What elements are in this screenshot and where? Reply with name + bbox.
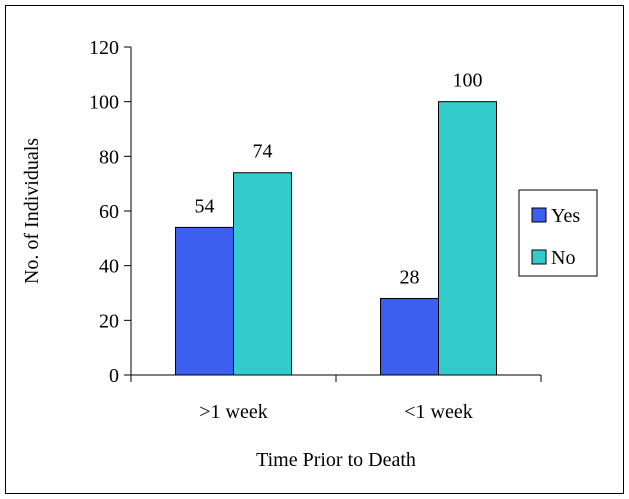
data-label: 74: [253, 141, 273, 163]
y-axis-title: No. of Individuals: [21, 138, 43, 284]
legend-label-yes: Yes: [551, 205, 580, 227]
bars: [175, 101, 497, 376]
value-labels: 54 74 28 100: [195, 70, 483, 289]
legend-swatch-no: [531, 249, 547, 265]
data-label: 28: [400, 266, 420, 288]
x-axis-title: Time Prior to Death: [256, 449, 416, 471]
y-tick-label: 60: [99, 201, 119, 223]
bar-yes-2: [380, 297, 439, 376]
bar-no-1: [233, 172, 292, 376]
bar-yes-1: [175, 226, 234, 376]
data-label: 54: [195, 195, 215, 217]
legend-label-no: No: [551, 247, 575, 269]
legend-swatch-yes: [531, 207, 547, 223]
y-ticks: 0 20 40 60 80 100 120: [89, 37, 131, 387]
y-tick-label: 0: [109, 365, 119, 387]
category-label: <1 week: [404, 401, 472, 423]
y-tick-label: 40: [99, 256, 119, 278]
category-labels: >1 week <1 week: [199, 401, 472, 423]
data-label: 100: [453, 70, 483, 92]
category-label: >1 week: [199, 401, 267, 423]
x-ticks: [130, 375, 542, 382]
legend: Yes No: [518, 189, 598, 277]
y-tick-label: 120: [89, 37, 119, 59]
y-tick-label: 20: [99, 310, 119, 332]
y-tick-label: 100: [89, 92, 119, 114]
y-tick-label: 80: [99, 146, 119, 168]
bar-no-2: [438, 101, 497, 376]
